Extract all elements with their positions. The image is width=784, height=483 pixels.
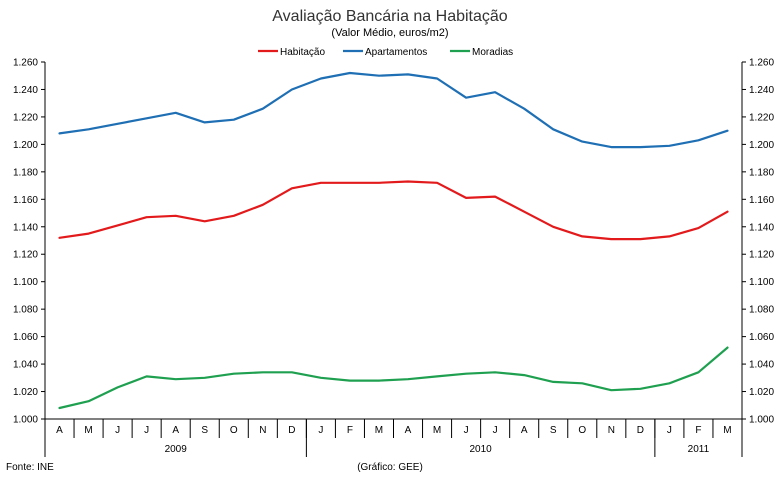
chart-title: Avaliação Bancária na Habitação xyxy=(272,8,508,25)
x-tick-label: J xyxy=(464,425,469,436)
chart-subtitle: (Valor Médio, euros/m2) xyxy=(331,27,448,39)
x-tick-label: J xyxy=(115,425,120,436)
y-tick-label-left: 1.180 xyxy=(13,167,38,178)
legend-label-moradias: Moradias xyxy=(472,47,513,58)
x-tick-label: M xyxy=(723,425,731,436)
x-tick-label: O xyxy=(230,425,238,436)
year-label: 2011 xyxy=(688,444,710,455)
y-tick-label-right: 1.120 xyxy=(749,250,774,261)
x-tick-label: J xyxy=(493,425,498,436)
axes: 1.000 1.000 1.020 1.020 1.040 1.040 1.060 1.060… xyxy=(13,58,774,457)
credit-label: (Gráfico: GEE) xyxy=(357,462,423,473)
legend: Habitação Apartamentos Moradias xyxy=(258,47,513,58)
x-tick-label: F xyxy=(347,425,353,436)
x-tick-label: J xyxy=(144,425,149,436)
y-tick-label-right: 1.260 xyxy=(749,58,774,69)
y-tick-label-left: 1.160 xyxy=(13,195,38,206)
y-tick-label-left: 1.120 xyxy=(13,250,38,261)
y-tick-label-right: 1.180 xyxy=(749,167,774,178)
x-tick-label: D xyxy=(637,425,644,436)
y-tick-label-left: 1.020 xyxy=(13,387,38,398)
legend-label-apartamentos: Apartamentos xyxy=(365,47,427,58)
y-tick-label-left: 1.260 xyxy=(13,58,38,69)
series-line-moradias xyxy=(58,346,729,410)
y-tick-label-left: 1.000 xyxy=(13,415,38,426)
y-tick-label-left: 1.140 xyxy=(13,222,38,233)
y-tick-label-left: 1.060 xyxy=(13,332,38,343)
series-layer xyxy=(58,71,729,410)
y-tick-label-left: 1.080 xyxy=(13,305,38,316)
y-tick-label-left: 1.040 xyxy=(13,360,38,371)
x-tick-label: M xyxy=(84,425,92,436)
series-line-apartamentos xyxy=(58,71,729,149)
y-tick-label-right: 1.140 xyxy=(749,222,774,233)
x-tick-label: J xyxy=(667,425,672,436)
series-line-habitação xyxy=(58,180,729,241)
y-tick-label-right: 1.060 xyxy=(749,332,774,343)
x-tick-label: M xyxy=(433,425,441,436)
source-label: Fonte: INE xyxy=(6,462,54,473)
y-tick-label-right: 1.100 xyxy=(749,277,774,288)
year-label: 2009 xyxy=(165,444,188,455)
y-tick-label-left: 1.100 xyxy=(13,277,38,288)
legend-label-habitação: Habitação xyxy=(280,47,325,58)
y-tick-label-right: 1.240 xyxy=(749,85,774,96)
x-tick-label: J xyxy=(318,425,323,436)
y-tick-label-right: 1.200 xyxy=(749,140,774,151)
x-tick-label: N xyxy=(608,425,615,436)
x-tick-label: A xyxy=(405,425,412,436)
x-tick-label: O xyxy=(578,425,586,436)
y-tick-label-right: 1.160 xyxy=(749,195,774,206)
x-tick-label: N xyxy=(259,425,266,436)
x-tick-label: S xyxy=(550,425,557,436)
x-tick-label: A xyxy=(56,425,63,436)
y-tick-label-left: 1.240 xyxy=(13,85,38,96)
y-tick-label-right: 1.020 xyxy=(749,387,774,398)
x-tick-label: S xyxy=(201,425,208,436)
year-label: 2010 xyxy=(470,444,493,455)
y-tick-label-right: 1.080 xyxy=(749,305,774,316)
x-tick-label: A xyxy=(172,425,179,436)
y-tick-label-right: 1.220 xyxy=(749,112,774,123)
x-tick-label: A xyxy=(521,425,528,436)
y-tick-label-left: 1.200 xyxy=(13,140,38,151)
y-tick-label-left: 1.220 xyxy=(13,112,38,123)
x-tick-label: F xyxy=(695,425,701,436)
x-tick-label: D xyxy=(288,425,295,436)
y-tick-label-right: 1.000 xyxy=(749,415,774,426)
x-tick-label: M xyxy=(375,425,383,436)
y-tick-label-right: 1.040 xyxy=(749,360,774,371)
